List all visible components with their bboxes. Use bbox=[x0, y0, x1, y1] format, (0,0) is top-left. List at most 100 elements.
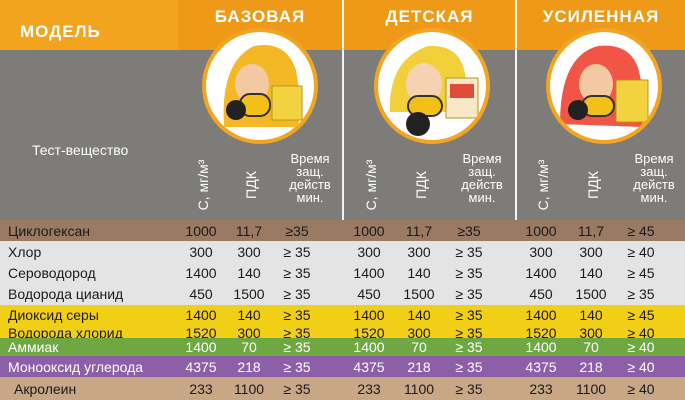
value-cell: ≥ 45 bbox=[627, 307, 655, 323]
table-row: Аммиак 1400 70 ≥ 35 1400 70 ≥ 35 1400 70 ≥ 40 bbox=[0, 338, 685, 356]
table-row: Акролеин 233 1100 ≥ 35 233 1100 ≥ 35 233 1100 ≥ 4… bbox=[0, 377, 685, 400]
test-substance-label: Тест-вещество bbox=[32, 142, 129, 158]
value-cell: ≥ 35 bbox=[455, 359, 483, 375]
value-cell: ≥ 35 bbox=[455, 265, 483, 281]
value-cell: 300 bbox=[529, 244, 553, 260]
value-cell: 1000 bbox=[353, 223, 385, 239]
value-cell: 1000 bbox=[185, 223, 217, 239]
substance-name: Диоксид серы bbox=[8, 307, 99, 323]
value-cell: 218 bbox=[237, 359, 261, 375]
value-cell: 4375 bbox=[353, 359, 385, 375]
substance-name: Циклогексан bbox=[8, 223, 90, 239]
value-cell: 300 bbox=[189, 244, 213, 260]
value-cell: 300 bbox=[579, 325, 603, 341]
substance-name: Монооксид углерода bbox=[8, 359, 144, 375]
value-cell: 1400 bbox=[353, 339, 385, 355]
value-cell: 1400 bbox=[185, 265, 217, 281]
value-cell: 1100 bbox=[575, 381, 607, 397]
value-cell: ≥ 35 bbox=[283, 244, 311, 260]
column-title-basic: БАЗОВАЯ bbox=[214, 7, 306, 26]
table-row: Циклогексан 1000 11,7 ≥35 1000 11,7 ≥35 1000 11,… bbox=[0, 220, 685, 241]
value-cell: ≥ 35 bbox=[283, 325, 311, 341]
value-cell: 450 bbox=[357, 286, 381, 302]
subheader-conc: С, мг/м³ bbox=[535, 159, 551, 211]
subheader-time: Время защ. действ мин. bbox=[633, 151, 675, 205]
product-photo-child bbox=[374, 28, 490, 144]
subheader-time: Время защ. действ мин. bbox=[289, 151, 331, 205]
column-title-reinforced: УСИЛЕННАЯ bbox=[542, 7, 660, 26]
value-cell: 70 bbox=[241, 339, 257, 355]
value-cell: ≥ 35 bbox=[455, 307, 483, 323]
value-cell: 1520 bbox=[353, 325, 385, 341]
value-cell: ≥ 35 bbox=[283, 381, 311, 397]
hood-icon bbox=[223, 45, 303, 127]
value-cell: ≥ 35 bbox=[283, 339, 311, 355]
value-cell: 11,7 bbox=[405, 223, 433, 239]
subheader-conc: С, мг/м³ bbox=[363, 159, 379, 211]
value-cell: 4375 bbox=[525, 359, 557, 375]
value-cell: ≥ 35 bbox=[455, 286, 483, 302]
value-cell: 233 bbox=[189, 381, 213, 397]
table-row: Водорода хлорид 1520 300 ≥ 35 1520 300 ≥ 35 152… bbox=[0, 325, 685, 341]
value-cell: ≥ 35 bbox=[455, 244, 483, 260]
value-cell: 1400 bbox=[353, 265, 385, 281]
value-cell: 1400 bbox=[185, 307, 217, 323]
value-cell: 1500 bbox=[233, 286, 265, 302]
value-cell: 300 bbox=[237, 325, 261, 341]
value-cell: ≥ 35 bbox=[455, 325, 483, 341]
value-cell: 218 bbox=[407, 359, 431, 375]
column-divider bbox=[515, 0, 517, 400]
table-row: Сероводород 1400 140 ≥ 35 1400 140 ≥ 35 1400 140… bbox=[0, 262, 685, 283]
value-cell: 1520 bbox=[185, 325, 217, 341]
value-cell: 218 bbox=[579, 359, 603, 375]
value-cell: 450 bbox=[529, 286, 553, 302]
subheader-pdk: ПДК bbox=[243, 171, 259, 199]
value-cell: ≥ 45 bbox=[627, 265, 655, 281]
value-cell: ≥ 40 bbox=[627, 359, 655, 375]
value-cell: 11,7 bbox=[577, 223, 605, 239]
substance-name: Сероводород bbox=[8, 265, 96, 281]
value-cell: 140 bbox=[237, 307, 261, 323]
value-cell: 4375 bbox=[185, 359, 217, 375]
value-cell: 1400 bbox=[525, 265, 557, 281]
value-cell: ≥ 40 bbox=[627, 381, 655, 397]
subheader-time: Время защ. действ мин. bbox=[461, 151, 503, 205]
value-cell: 1400 bbox=[525, 307, 557, 323]
value-cell: ≥ 35 bbox=[455, 339, 483, 355]
value-cell: 450 bbox=[189, 286, 213, 302]
hood-icon bbox=[560, 45, 649, 127]
value-cell: 1400 bbox=[185, 339, 217, 355]
column-divider bbox=[342, 0, 344, 400]
value-cell: ≥ 35 bbox=[627, 286, 655, 302]
value-cell: 1500 bbox=[403, 286, 435, 302]
value-cell: ≥ 40 bbox=[627, 339, 655, 355]
value-cell: 140 bbox=[407, 307, 431, 323]
value-cell: 1500 bbox=[575, 286, 607, 302]
value-cell: ≥35 bbox=[285, 223, 309, 239]
substance-name: Водорода хлорид bbox=[8, 325, 123, 341]
substance-name: Аммиак bbox=[8, 339, 59, 355]
value-cell: ≥ 35 bbox=[283, 265, 311, 281]
value-cell: 1400 bbox=[353, 307, 385, 323]
value-cell: 140 bbox=[237, 265, 261, 281]
value-cell: ≥ 35 bbox=[283, 359, 311, 375]
value-cell: 300 bbox=[357, 244, 381, 260]
value-cell: 70 bbox=[583, 339, 599, 355]
substance-name: Водорода цианид bbox=[8, 286, 124, 302]
hood-icon bbox=[389, 45, 479, 136]
value-cell: 140 bbox=[407, 265, 431, 281]
value-cell: 233 bbox=[357, 381, 381, 397]
table-row: Диоксид серы 1400 140 ≥ 35 1400 140 ≥ 35 1400 14… bbox=[0, 305, 685, 338]
model-label: МОДЕЛЬ bbox=[20, 22, 101, 41]
value-cell: 300 bbox=[407, 244, 431, 260]
value-cell: 11,7 bbox=[235, 223, 263, 239]
value-cell: 1520 bbox=[525, 325, 557, 341]
value-cell: ≥35 bbox=[457, 223, 481, 239]
subheader-conc: С, мг/м³ bbox=[195, 159, 211, 211]
value-cell: 1100 bbox=[403, 381, 435, 397]
value-cell: ≥ 40 bbox=[627, 325, 655, 341]
value-cell: 1100 bbox=[233, 381, 265, 397]
subheader-pdk: ПДК bbox=[413, 171, 429, 199]
value-cell: ≥ 35 bbox=[283, 286, 311, 302]
table-row: Водорода цианид 450 1500 ≥ 35 450 1500 ≥ 35 450… bbox=[0, 283, 685, 305]
